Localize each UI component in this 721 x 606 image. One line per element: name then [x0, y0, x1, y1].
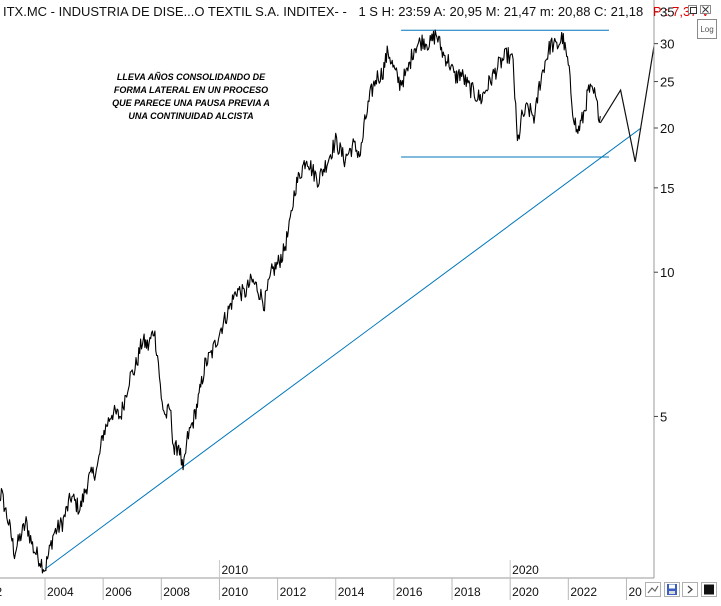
chevron-right-icon: [687, 585, 693, 594]
x-tick-label: 2010: [221, 585, 248, 599]
y-tick-label: 15: [660, 181, 674, 196]
price-series-line: [0, 29, 601, 574]
stop-icon: [704, 584, 714, 595]
y-tick-label: 20: [660, 121, 674, 136]
support-trendline-line: [44, 127, 642, 570]
x-tick-label: 2006: [105, 585, 132, 599]
log-scale-label: Log: [700, 24, 714, 34]
chart-title: ITX.MC - INDUSTRIA DE DISE...O TEXTIL S.…: [3, 4, 710, 19]
annotation-line: FORMA LATERAL EN UN PROCESO: [114, 85, 268, 95]
close-icon: [702, 6, 709, 13]
chart-icon: [647, 585, 659, 594]
y-tick-label: 10: [660, 265, 674, 280]
save-button[interactable]: [664, 582, 680, 597]
x-tick-label: 2004: [47, 585, 74, 599]
stop-button[interactable]: [701, 582, 717, 597]
x-tick-label: 2016: [396, 585, 423, 599]
y-tick-label: 35: [660, 5, 674, 20]
save-icon: [667, 584, 677, 595]
y-tick-label: 5: [660, 409, 667, 424]
chart-annotation: LLEVA AÑOS CONSOLIDANDO DE FORMA LATERAL…: [112, 72, 270, 121]
symbol-name: ITX.MC - INDUSTRIA DE DISE...O TEXTIL S.…: [3, 4, 347, 19]
annotation-line: LLEVA AÑOS CONSOLIDANDO DE: [117, 72, 266, 82]
annotation-line: QUE PARECE UNA PAUSA PREVIA A: [112, 98, 270, 108]
x-tick-label: 2014: [338, 585, 365, 599]
log-scale-button[interactable]: Log: [697, 19, 717, 39]
x-tick-label: 2020: [512, 585, 539, 599]
x-tick-label: 2022: [570, 585, 597, 599]
chart-type-button[interactable]: [645, 582, 661, 597]
x-decade-label: 2020: [512, 563, 539, 577]
y-axis-panel: [654, 0, 721, 578]
x-tick-label: 20: [628, 585, 642, 599]
x-decade-label: 2010: [221, 563, 248, 577]
x-tick-label: 02: [0, 585, 3, 599]
scroll-right-button[interactable]: [682, 582, 698, 597]
window-close-button[interactable]: [700, 5, 711, 14]
ohlc-readout: 1 S H: 23:59 A: 20,95 M: 21,47 m: 20,88 …: [358, 4, 643, 19]
x-tick-label: 2012: [280, 585, 307, 599]
y-tick-label: 25: [660, 75, 674, 90]
x-tick-label: 2008: [163, 585, 190, 599]
y-tick-label: 30: [660, 37, 674, 52]
x-tick-label: 2018: [454, 585, 481, 599]
maximize-icon: [690, 7, 697, 14]
window-maximize-button[interactable]: [688, 5, 697, 14]
annotation-line: UNA CONTINUIDAD ALCISTA: [128, 111, 253, 121]
x-axis-panel: [0, 578, 721, 601]
